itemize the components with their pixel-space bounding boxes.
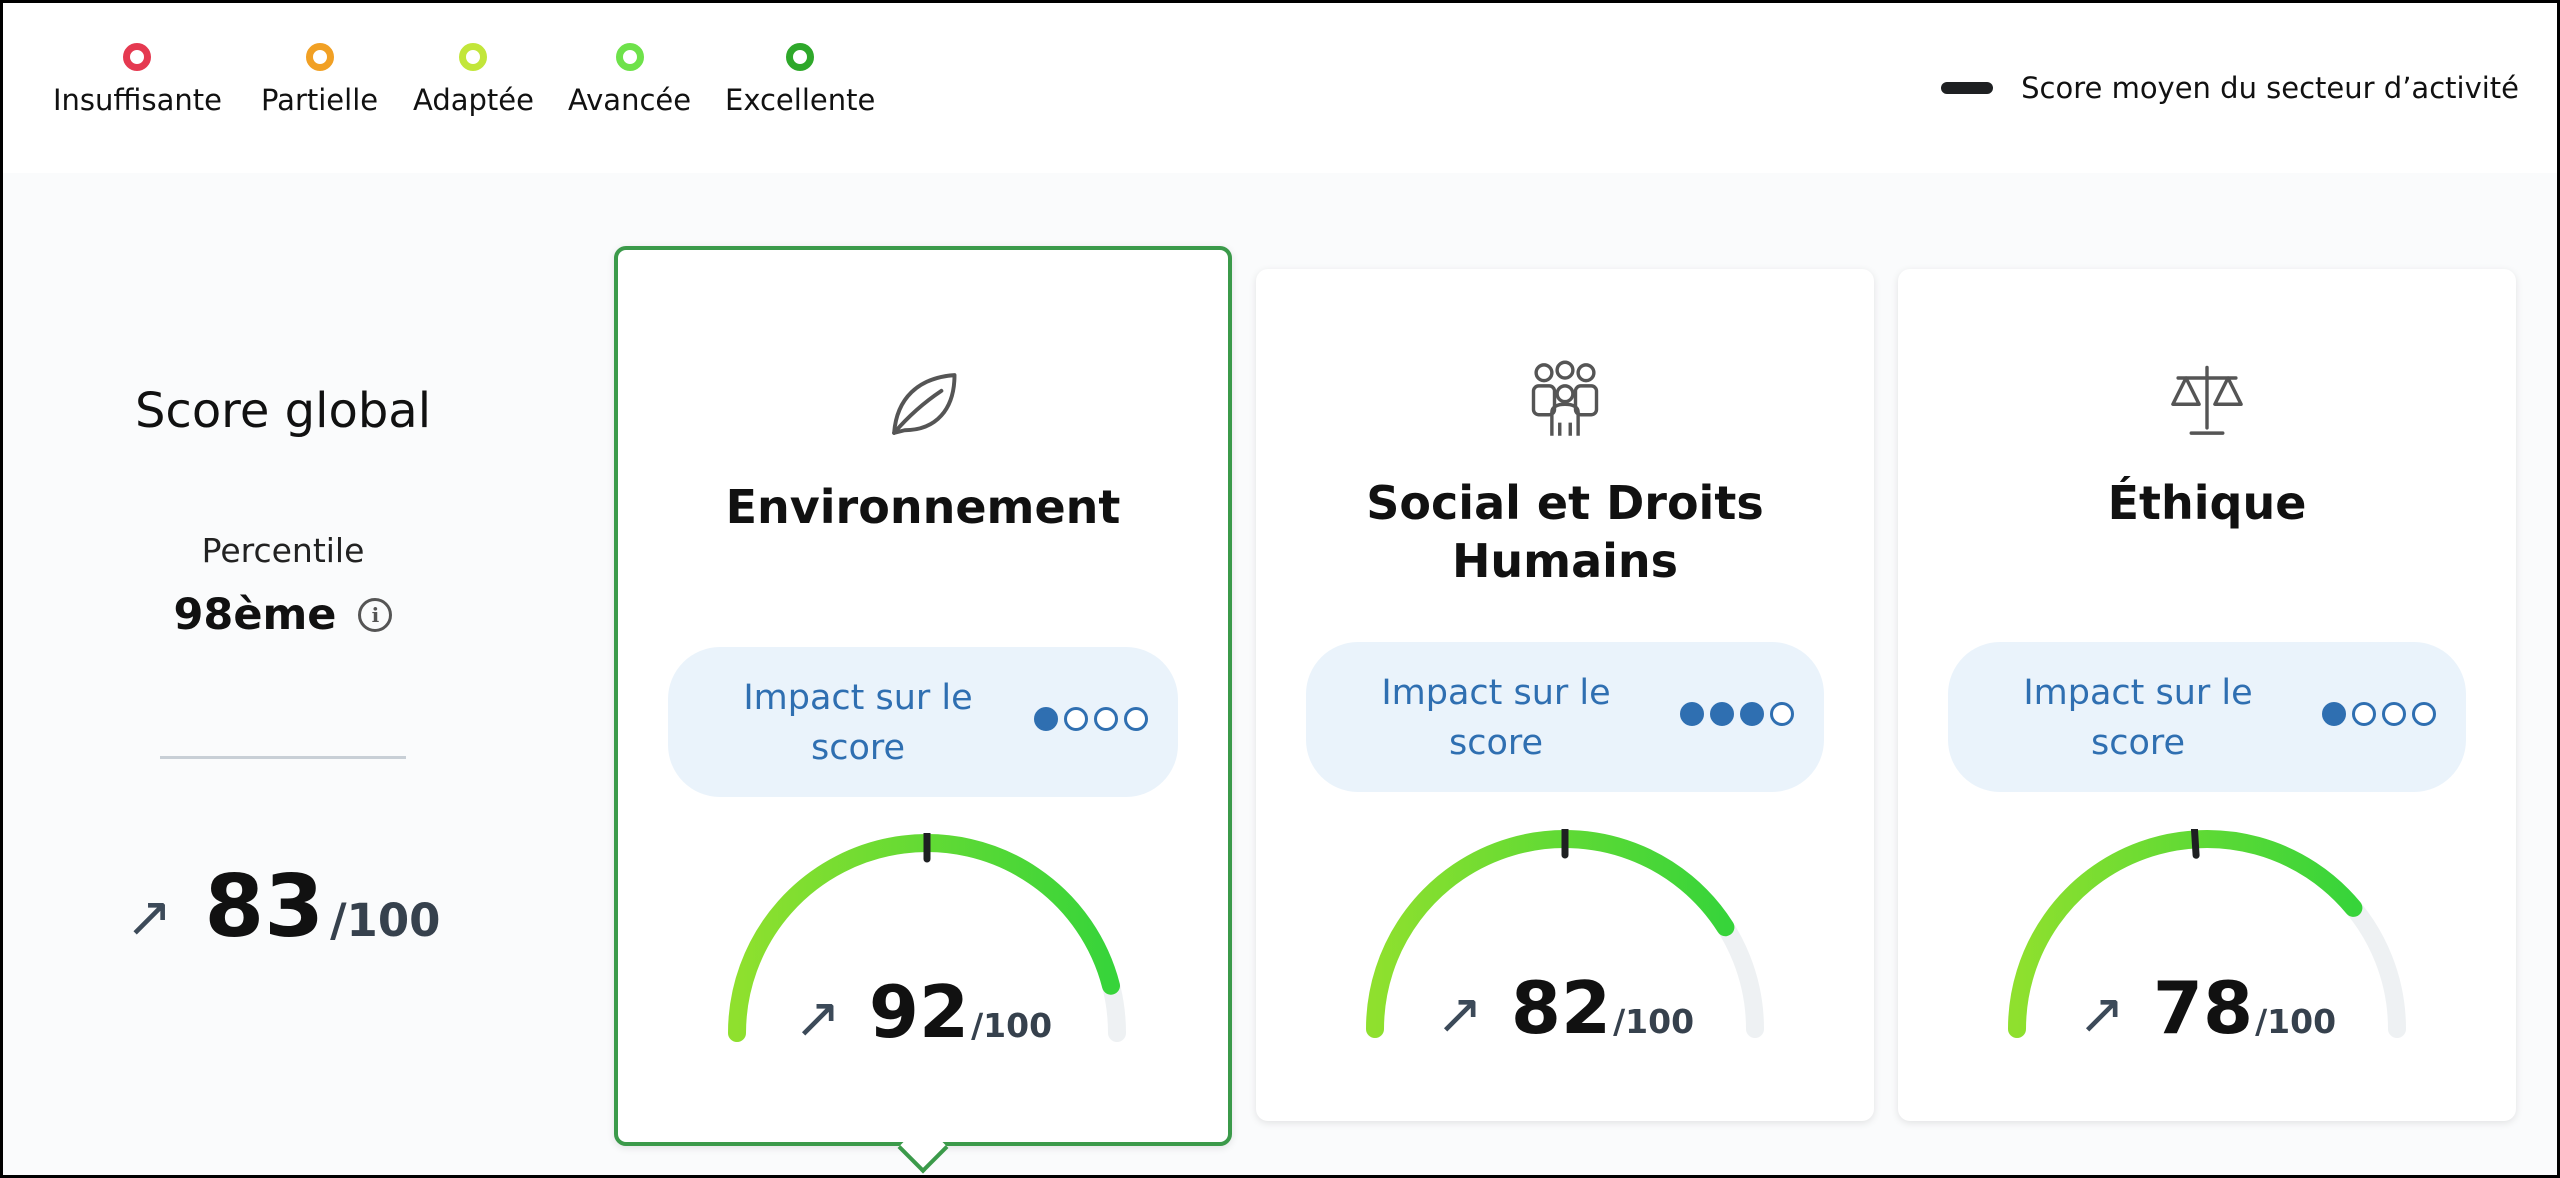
legend-dot-icon: [123, 43, 152, 71]
impact-dot-empty-icon: [1124, 707, 1148, 731]
people-group-icon: [1531, 360, 1599, 436]
gauge-value-arc: [728, 834, 1120, 1042]
impact-dot-filled-icon: [1034, 707, 1058, 731]
impact-dot-empty-icon: [2352, 702, 2376, 726]
legend-label: Partielle: [261, 83, 379, 117]
legend-item-insuffisante: Insuffisante: [53, 43, 222, 117]
leaf-icon: [892, 373, 957, 435]
legend-label: Insuffisante: [53, 83, 222, 117]
impact-dot-filled-icon: [2322, 702, 2346, 726]
score-gauge: [1366, 829, 1764, 1038]
legend-item-excellente: Excellente: [725, 43, 875, 117]
impact-label: Impact sur le score: [2023, 673, 2253, 763]
category-card-environnement[interactable]: Environnement Impact sur le score ↗ 92 /…: [614, 246, 1232, 1174]
impact-dots: [1034, 707, 1148, 731]
card-score-max: /100: [971, 1006, 1053, 1045]
sector-average-label: Score moyen du secteur d’activité: [2021, 71, 2519, 105]
legend-dot-icon: [615, 43, 644, 71]
legend-bar: Insuffisante Partielle Adaptée Avancée E…: [3, 3, 2557, 173]
sector-average-marker-icon: [1941, 82, 1994, 94]
legend-label: Adaptée: [413, 83, 534, 117]
selected-pointer: [897, 1122, 949, 1174]
card-score-max: /100: [2255, 1002, 2337, 1041]
card-score-max: /100: [1613, 1002, 1695, 1041]
global-score-title: Score global: [134, 383, 432, 439]
divider: [160, 756, 406, 759]
scales-icon: [2171, 365, 2243, 435]
legend-dot-icon: [786, 43, 815, 71]
impact-dot-filled-icon: [1710, 702, 1734, 726]
impact-label: Impact sur le score: [1381, 673, 1611, 763]
impact-dot-empty-icon: [1064, 707, 1088, 731]
impact-dot-empty-icon: [2382, 702, 2406, 726]
impact-label: Impact sur le score: [743, 678, 973, 768]
percentile-value: 98ème: [173, 590, 337, 640]
legend-dot-icon: [459, 43, 488, 71]
score-gauge: [728, 833, 1126, 1042]
impact-dots: [1680, 702, 1794, 726]
impact-dot-filled-icon: [1680, 702, 1704, 726]
card-score-value: 82: [1510, 966, 1612, 1050]
impact-dots: [2322, 702, 2436, 726]
legend-label: Excellente: [725, 83, 876, 117]
category-card-ethique[interactable]: Éthique Impact sur le score ↗ 78 /100: [1898, 269, 2516, 1121]
impact-dot-empty-icon: [2412, 702, 2436, 726]
trend-up-arrow-icon: ↗: [793, 986, 841, 1051]
impact-dot-filled-icon: [1740, 702, 1764, 726]
impact-indicator: Impact sur le score: [1306, 642, 1824, 792]
legend-dot-icon: [305, 43, 334, 71]
score-gauge: [2008, 829, 2406, 1038]
gauge-value-arc: [1366, 830, 1735, 1038]
card-title: Social et Droits Humains: [1366, 476, 1764, 588]
legend-item-partielle: Partielle: [261, 43, 378, 117]
global-score-max: /100: [330, 894, 441, 947]
global-score-panel: Score global Percentile 98ème i ↗ 83 /10…: [83, 383, 483, 957]
impact-indicator: Impact sur le score: [668, 647, 1178, 797]
sector-average-marker: [2190, 829, 2200, 859]
legend-item-avancee: Avancée: [568, 43, 691, 117]
card-title: Environnement: [725, 480, 1121, 534]
impact-dot-empty-icon: [1094, 707, 1118, 731]
trend-up-arrow-icon: ↗: [1435, 982, 1483, 1047]
gauge-value-arc: [2008, 830, 2363, 1038]
card-score-value: 92: [868, 970, 970, 1054]
global-score-value: 83: [204, 857, 325, 957]
info-icon[interactable]: i: [358, 598, 393, 632]
trend-up-arrow-icon: ↗: [2077, 982, 2125, 1047]
trend-up-arrow-icon: ↗: [125, 885, 173, 950]
percentile-label: Percentile: [201, 531, 365, 570]
legend-item-adaptee: Adaptée: [413, 43, 534, 117]
category-card-social[interactable]: Social et Droits Humains Impact sur le s…: [1256, 269, 1874, 1121]
legend-label: Avancée: [568, 83, 692, 117]
impact-indicator: Impact sur le score: [1948, 642, 2466, 792]
card-title: Éthique: [2107, 476, 2307, 530]
card-score-value: 78: [2152, 966, 2254, 1050]
sector-average-legend: Score moyen du secteur d’activité: [1941, 71, 2519, 105]
impact-dot-empty-icon: [1770, 702, 1794, 726]
